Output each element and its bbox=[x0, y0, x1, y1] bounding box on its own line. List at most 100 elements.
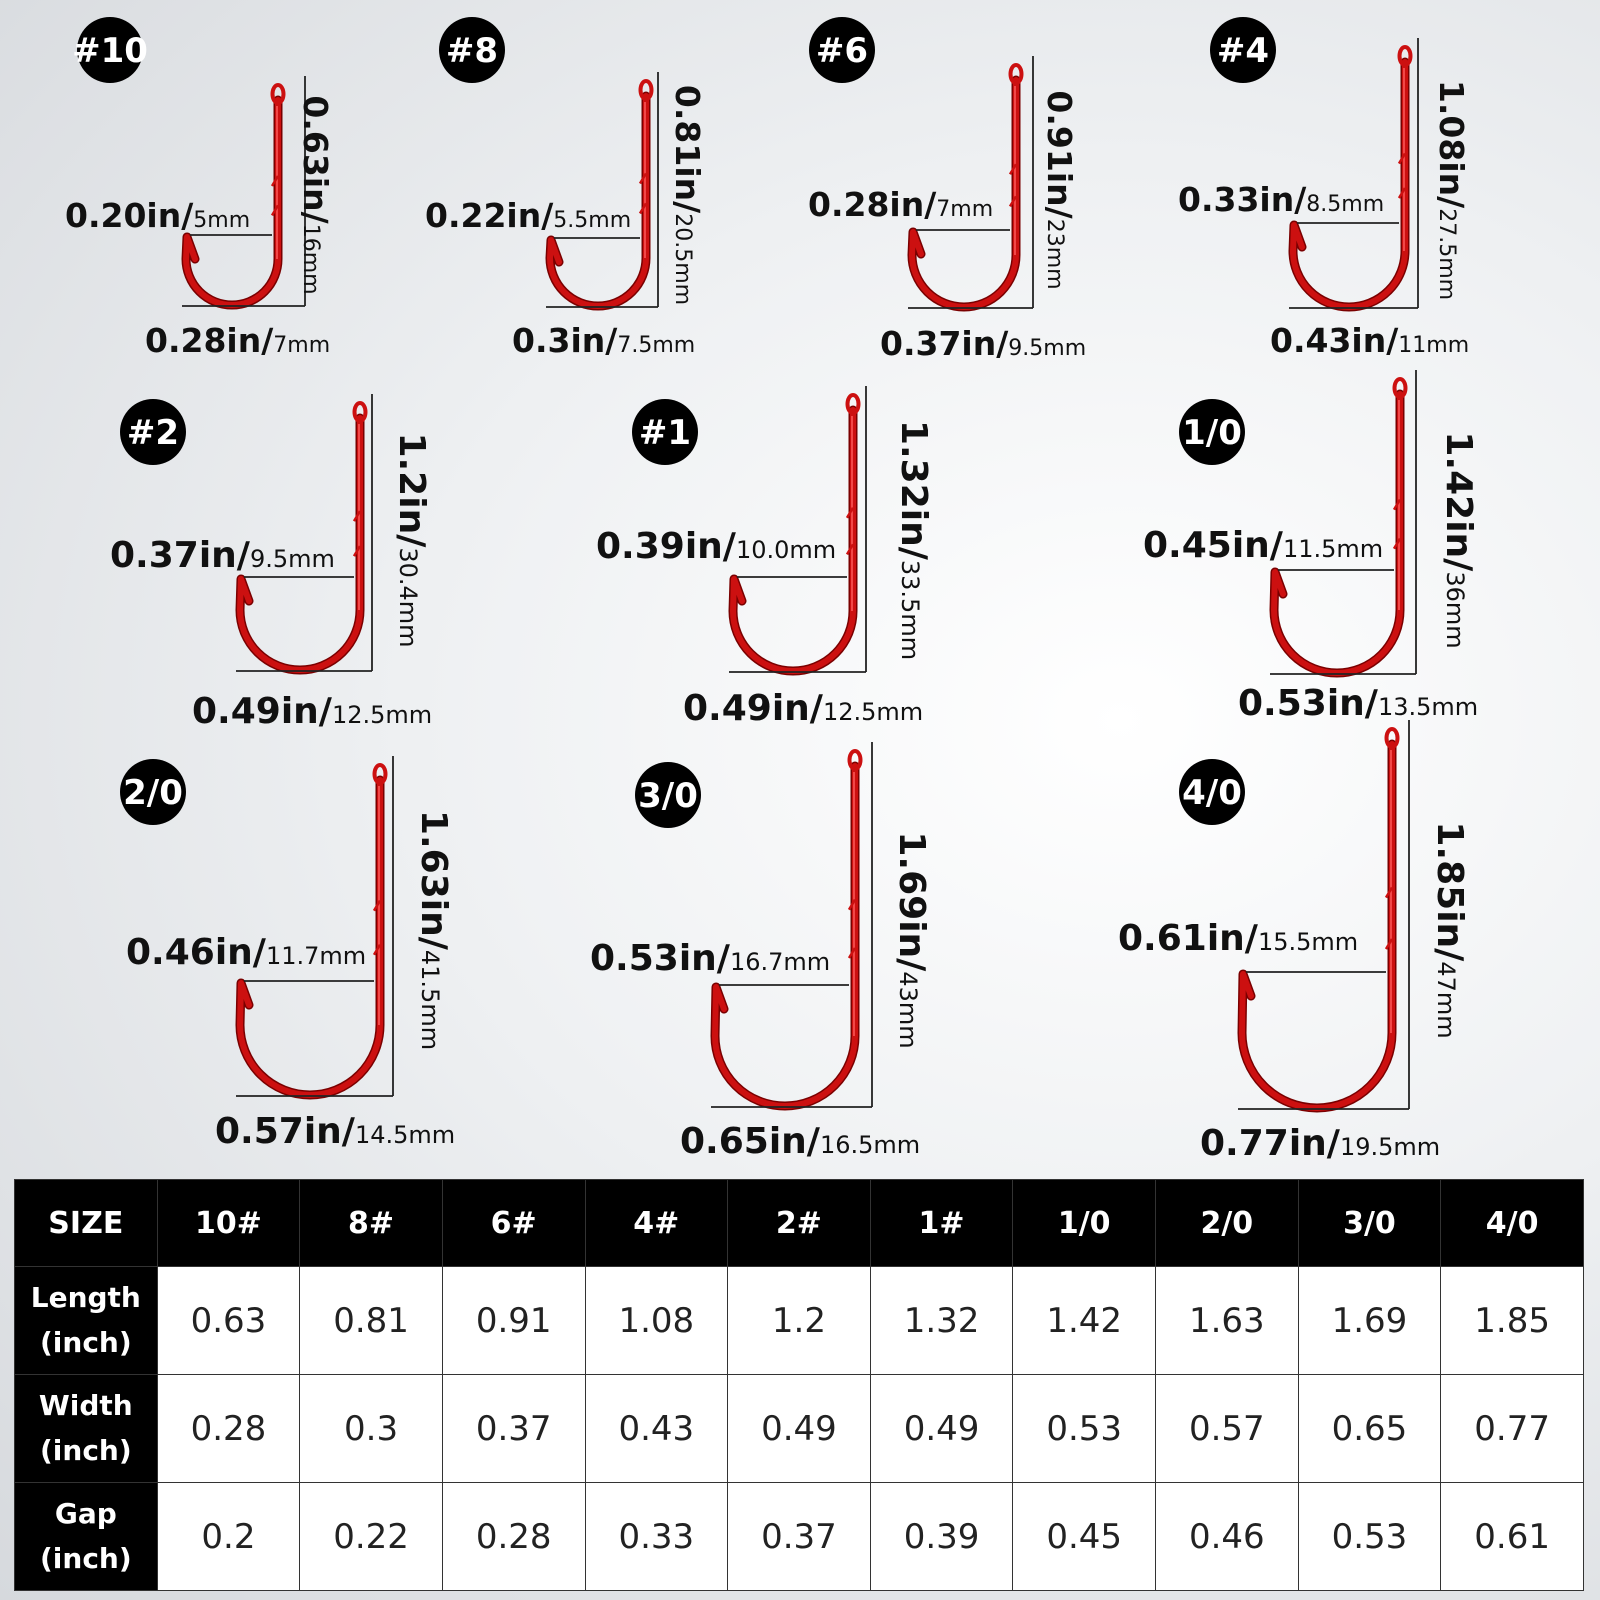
gap-inch-value: 0.33in/ bbox=[1178, 180, 1307, 219]
length-mm-value: 27.5mm bbox=[1434, 208, 1459, 300]
table-cell: 0.2 bbox=[156, 1482, 301, 1591]
shank-barb bbox=[1397, 152, 1407, 165]
size-badge-label: 1/0 bbox=[1182, 413, 1242, 453]
row-label-line: Gap bbox=[54, 1496, 117, 1530]
length-inch-value: 1.42in/ bbox=[1438, 431, 1479, 572]
size-badge bbox=[635, 762, 701, 828]
size-badge bbox=[1179, 399, 1245, 465]
size-badge-label: #6 bbox=[816, 31, 868, 71]
width-mm-value: 12.5mm bbox=[332, 701, 432, 729]
hook-item: #1 0.39in/10.0mm 0.49in/12.5mm 1.32in/33.5m… bbox=[596, 386, 934, 729]
table-row-gap: Gap (inch) 0.2 0.22 0.28 0.33 0.37 0.39 0… bbox=[14, 1482, 1584, 1591]
hook-item: #6 0.28in/7mm 0.37in/9.5mm 0.91in/23mm bbox=[808, 17, 1086, 363]
length-inch-value: 1.08in/ bbox=[1432, 80, 1471, 209]
hook-shape bbox=[1290, 59, 1408, 310]
width-mm-value: 14.5mm bbox=[355, 1121, 455, 1149]
table-header-cell: 10# bbox=[156, 1179, 301, 1267]
table-cell: 0.49 bbox=[869, 1374, 1014, 1483]
row-label-unit: (inch) bbox=[39, 1541, 132, 1575]
shank-barb bbox=[1392, 498, 1402, 511]
gap-inch-value: 0.61in/ bbox=[1118, 918, 1259, 959]
shank-barb bbox=[372, 944, 382, 956]
gap-inch-value: 0.46in/ bbox=[126, 932, 267, 973]
size-badge-label: #2 bbox=[127, 413, 179, 453]
hook-shape-outline bbox=[235, 413, 365, 675]
size-badge bbox=[632, 399, 698, 465]
size-badge bbox=[1210, 17, 1276, 83]
gap-mm-value: 8.5mm bbox=[1306, 192, 1384, 217]
length-inch-value: 0.63in/ bbox=[296, 95, 335, 224]
row-label-length: Length (inch) bbox=[14, 1266, 158, 1375]
hook-shape-outline bbox=[1269, 389, 1405, 678]
length-label: 0.81in/20.5mm bbox=[668, 85, 707, 305]
hook-shape-outline bbox=[1237, 739, 1397, 1113]
gap-label: 0.20in/5mm bbox=[65, 196, 250, 235]
length-mm-value: 41.5mm bbox=[416, 950, 444, 1050]
shank-barb bbox=[1384, 938, 1394, 950]
row-label-line: Width bbox=[38, 1388, 133, 1422]
gap-mm-value: 7mm bbox=[936, 197, 993, 222]
length-inch-value: 1.63in/ bbox=[413, 810, 454, 951]
gap-mm-value: 5.5mm bbox=[553, 208, 631, 233]
table-cell: 0.57 bbox=[1155, 1374, 1299, 1483]
table-header-cell: 8# bbox=[299, 1179, 443, 1267]
length-label: 1.42in/36mm bbox=[1438, 431, 1479, 648]
hook-shape-outline bbox=[1288, 57, 1410, 312]
table-cell: 0.33 bbox=[584, 1482, 729, 1591]
gap-inch-value: 0.37in/ bbox=[110, 535, 251, 576]
gap-mm-value: 5mm bbox=[193, 208, 250, 233]
width-mm-value: 13.5mm bbox=[1378, 693, 1478, 721]
row-label-unit: (inch) bbox=[39, 1325, 132, 1359]
width-inch-value: 0.37in/ bbox=[880, 324, 1009, 363]
table-cell: 0.77 bbox=[1440, 1374, 1584, 1483]
length-label: 1.63in/41.5mm bbox=[413, 810, 454, 1050]
length-label: 1.85in/47mm bbox=[1429, 821, 1470, 1038]
size-spec-table: SIZE 10# 8# 6# 4# 2# 1# 1/0 2/0 3/0 4/0 … bbox=[14, 1179, 1584, 1591]
length-inch-value: 0.91in/ bbox=[1040, 90, 1079, 219]
hook-diagram: #10 0.20in/5mm 0.28in/7mm 0.63in/16mm #8 0.22… bbox=[65, 17, 1479, 1164]
gap-mm-value: 16.7mm bbox=[730, 948, 830, 976]
width-mm-value: 12.5mm bbox=[823, 698, 923, 726]
width-mm-value: 11mm bbox=[1398, 333, 1469, 358]
size-badge bbox=[120, 399, 186, 465]
hook-eye bbox=[847, 749, 863, 771]
table-cell: 1.63 bbox=[1155, 1266, 1299, 1375]
table-cell: 1.69 bbox=[1297, 1266, 1442, 1375]
table-cell: 0.91 bbox=[441, 1266, 586, 1375]
table-cell: 0.28 bbox=[156, 1374, 301, 1483]
length-label: 1.32in/33.5mm bbox=[893, 420, 934, 660]
shank-barb bbox=[845, 543, 855, 555]
width-inch-value: 0.49in/ bbox=[683, 688, 824, 729]
hook-eye bbox=[270, 83, 286, 105]
table-cell: 0.37 bbox=[441, 1374, 586, 1483]
table-header-cell: 1/0 bbox=[1012, 1179, 1156, 1267]
width-inch-value: 0.65in/ bbox=[680, 1121, 821, 1162]
length-mm-value: 47mm bbox=[1432, 961, 1460, 1038]
shank-barb bbox=[1392, 538, 1402, 550]
table-cell: 0.45 bbox=[1012, 1482, 1156, 1591]
hook-item: 3/0 0.53in/16.7mm 0.65in/16.5mm 1.69in/43mm bbox=[590, 742, 932, 1162]
hook-item: #8 0.22in/5.5mm 0.3in/7.5mm 0.81in/20.5mm bbox=[425, 17, 707, 360]
width-inch-value: 0.57in/ bbox=[215, 1111, 356, 1152]
row-label-line: Length bbox=[30, 1280, 141, 1314]
gap-inch-value: 0.22in/ bbox=[425, 196, 554, 235]
table-cell: 1.08 bbox=[584, 1266, 729, 1375]
table-cell: 0.61 bbox=[1440, 1482, 1584, 1591]
row-label-gap: Gap (inch) bbox=[14, 1482, 158, 1591]
table-cell: 0.81 bbox=[299, 1266, 443, 1375]
shank-barb bbox=[270, 204, 280, 217]
hook-item: #10 0.20in/5mm 0.28in/7mm 0.63in/16mm bbox=[65, 17, 335, 360]
width-label: 0.28in/7mm bbox=[145, 321, 330, 360]
hook-item: 1/0 0.45in/11.5mm 0.53in/13.5mm 1.42in/36mm bbox=[1143, 370, 1479, 724]
width-label: 0.49in/12.5mm bbox=[192, 691, 432, 732]
hook-eye bbox=[845, 393, 861, 415]
gap-inch-value: 0.20in/ bbox=[65, 196, 194, 235]
hook-shape bbox=[1271, 391, 1403, 676]
gap-label: 0.37in/9.5mm bbox=[110, 535, 335, 576]
hook-eye bbox=[1397, 45, 1413, 67]
gap-label: 0.53in/16.7mm bbox=[590, 938, 830, 979]
size-badge-label: #8 bbox=[446, 31, 498, 71]
shank-barb bbox=[847, 899, 857, 911]
shank-barb bbox=[1397, 187, 1407, 199]
shank-barb bbox=[270, 175, 280, 187]
